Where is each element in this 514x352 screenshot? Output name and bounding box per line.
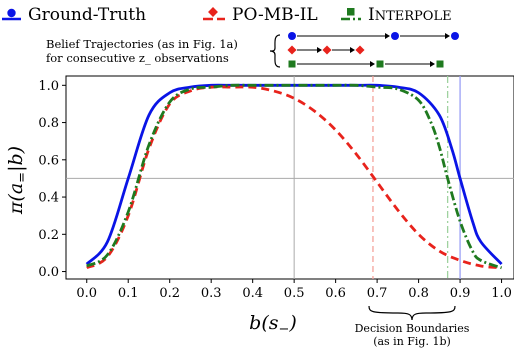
x-axis-ticks: 0.0 0.1 0.2 0.3 0.4 0.5 0.6 0.7 0.8 0.9 1.0 bbox=[76, 279, 512, 301]
trajectory-arrows bbox=[287, 32, 459, 68]
decision-brace bbox=[368, 305, 456, 321]
y-tick-label: 0.4 bbox=[38, 191, 59, 206]
series-line-po-mb-il bbox=[86, 85, 502, 270]
legend-label-ground-truth: Ground-Truth bbox=[28, 5, 146, 25]
trajectory-arrow-head bbox=[350, 47, 355, 53]
trajectory-marker-interpole bbox=[376, 60, 384, 68]
x-tick-label: 0.9 bbox=[450, 286, 471, 301]
trajectory-marker-ground-truth bbox=[391, 32, 399, 40]
x-tick-label: 0.6 bbox=[325, 286, 346, 301]
y-tick-label: 0.6 bbox=[38, 153, 59, 168]
y-axis-ticks: 0.0 0.2 0.4 0.6 0.8 1.0 bbox=[38, 79, 66, 280]
x-tick-label: 0.4 bbox=[242, 286, 263, 301]
y-tick-label: 1.0 bbox=[38, 79, 59, 94]
legend-item-interpole: INTERPOLE bbox=[341, 5, 452, 25]
trajectory-marker-po-mb-il bbox=[287, 45, 297, 55]
trajectory-marker-po-mb-il bbox=[355, 45, 365, 55]
belief-brace bbox=[269, 34, 281, 68]
x-tick-label: 0.0 bbox=[76, 286, 97, 301]
legend-item-po-mb-il: PO-MB-IL bbox=[203, 5, 318, 25]
legend-item-ground-truth: Ground-Truth bbox=[2, 5, 146, 25]
trajectory-arrow-head bbox=[445, 33, 450, 39]
x-tick-label: 0.5 bbox=[284, 286, 305, 301]
trajectory-marker-interpole bbox=[288, 60, 296, 68]
x-tick-label: 0.8 bbox=[408, 286, 429, 301]
x-tick-label: 0.2 bbox=[159, 286, 180, 301]
x-tick-label: 0.3 bbox=[201, 286, 222, 301]
legend: Ground-Truth PO-MB-IL INTERPOLE bbox=[2, 5, 452, 25]
y-tick-label: 0.2 bbox=[38, 228, 59, 243]
legend-label-interpole: INTERPOLE bbox=[368, 5, 452, 25]
belief-annotation-line1: Belief Trajectories (as in Fig. 1a) bbox=[46, 37, 238, 51]
trajectory-marker-ground-truth bbox=[451, 32, 459, 40]
x-axis-label: b(s−) bbox=[249, 312, 297, 337]
y-axis-label: π(a=|b) bbox=[5, 146, 30, 215]
decision-annotation-line2: (as in Fig. 1b) bbox=[373, 335, 451, 348]
decision-boundaries-annotation: Decision Boundaries (as in Fig. 1b) bbox=[355, 305, 470, 348]
trajectory-arrow-head bbox=[385, 33, 390, 39]
trajectory-marker-ground-truth bbox=[288, 32, 296, 40]
plot-area: 0.0 0.1 0.2 0.3 0.4 0.5 0.6 0.7 0.8 0.9 1.0 0.0 0.2… bbox=[38, 75, 514, 301]
series-lines bbox=[85, 83, 503, 270]
y-tick-label: 0.0 bbox=[38, 265, 59, 280]
legend-label-po-mb-il: PO-MB-IL bbox=[232, 5, 318, 25]
plot-frame bbox=[65, 75, 514, 280]
series-line-interpole bbox=[86, 83, 503, 270]
trajectory-arrow-head bbox=[317, 47, 322, 53]
x-tick-label: 1.0 bbox=[491, 286, 512, 301]
belief-trajectories-annotation: Belief Trajectories (as in Fig. 1a) for … bbox=[46, 32, 459, 68]
trajectory-arrow-head bbox=[430, 61, 435, 67]
trajectory-marker-interpole bbox=[436, 60, 444, 68]
x-tick-label: 0.7 bbox=[367, 286, 388, 301]
trajectory-arrow-head bbox=[370, 61, 375, 67]
y-tick-label: 0.8 bbox=[38, 116, 59, 131]
trajectory-marker-po-mb-il bbox=[322, 45, 332, 55]
belief-annotation-line2: for consecutive z_ observations bbox=[46, 51, 229, 65]
x-tick-label: 0.1 bbox=[118, 286, 139, 301]
series-line-ground-truth bbox=[85, 83, 503, 266]
decision-annotation-line1: Decision Boundaries bbox=[355, 322, 470, 335]
